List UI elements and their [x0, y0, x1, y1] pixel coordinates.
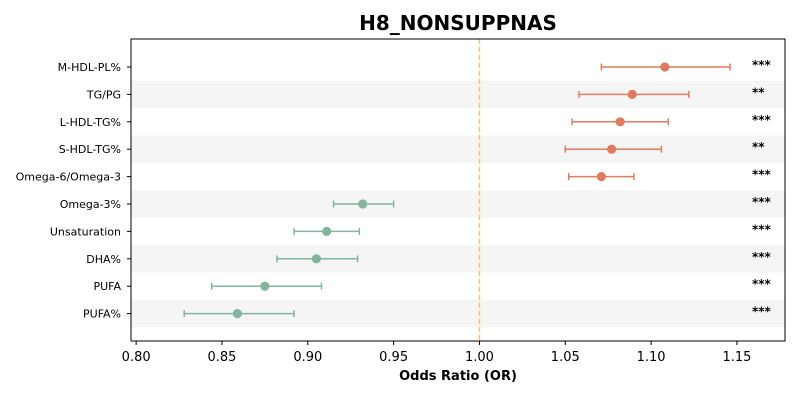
y-tick-labels: M-HDL-PL% TG/PG L-HDL-TG% S-HDL-TG% Omega-6/… — [16, 61, 131, 321]
y-tick-label: S-HDL-TG% — [59, 143, 121, 156]
y-tick-label: PUFA% — [83, 308, 121, 321]
significance-label: ** — [752, 85, 765, 99]
x-tick-label: 1.15 — [722, 350, 751, 365]
significance-label: *** — [752, 305, 772, 319]
y-tick-label: TG/PG — [86, 88, 121, 101]
y-tick-label: DHA% — [86, 253, 121, 266]
significance-label: *** — [752, 168, 772, 182]
odds-ratio-point — [311, 254, 321, 264]
significance-label: *** — [752, 222, 772, 236]
row-bands — [131, 80, 785, 328]
x-axis-label: Odds Ratio (OR) — [399, 369, 517, 384]
x-ticks: 0.80 0.85 0.90 0.95 1.00 1.05 1.10 1.15 — [122, 341, 751, 365]
odds-ratio-point — [358, 199, 368, 209]
row-band — [131, 190, 785, 218]
x-tick-label: 1.00 — [465, 350, 494, 365]
x-tick-label: 1.05 — [551, 350, 580, 365]
y-tick-label: L-HDL-TG% — [60, 116, 121, 129]
significance-labels: **************************** — [752, 58, 772, 319]
odds-ratio-point — [232, 309, 243, 319]
y-tick-label: PUFA — [93, 280, 121, 293]
odds-ratio-point — [607, 144, 617, 154]
x-tick-label: 0.80 — [122, 350, 151, 365]
odds-ratio-point — [596, 172, 606, 182]
odds-ratio-point — [627, 89, 637, 99]
y-tick-label: Omega-3% — [60, 198, 121, 211]
x-tick-label: 0.90 — [293, 350, 322, 365]
significance-label: *** — [752, 113, 772, 127]
odds-ratio-point — [660, 62, 670, 72]
chart-title: H8_NONSUPPNAS — [359, 11, 557, 35]
x-tick-label: 0.95 — [379, 350, 408, 365]
x-tick-label: 1.10 — [637, 350, 666, 365]
significance-label: *** — [752, 277, 772, 291]
odds-ratio-point — [260, 281, 270, 291]
y-tick-label: M-HDL-PL% — [58, 61, 121, 74]
y-tick-label: Omega-6/Omega-3 — [16, 171, 121, 184]
odds-ratio-point — [615, 117, 625, 127]
significance-label: *** — [752, 58, 772, 72]
row-band — [131, 135, 785, 163]
row-band — [131, 245, 785, 273]
odds-ratio-point — [322, 226, 332, 236]
significance-label: *** — [752, 250, 772, 264]
point-estimates — [232, 62, 670, 319]
plot-frame — [130, 38, 786, 342]
significance-label: ** — [752, 140, 765, 154]
x-tick-label: 0.85 — [207, 350, 236, 365]
y-tick-label: Unsaturation — [50, 225, 121, 238]
significance-label: *** — [752, 195, 772, 209]
